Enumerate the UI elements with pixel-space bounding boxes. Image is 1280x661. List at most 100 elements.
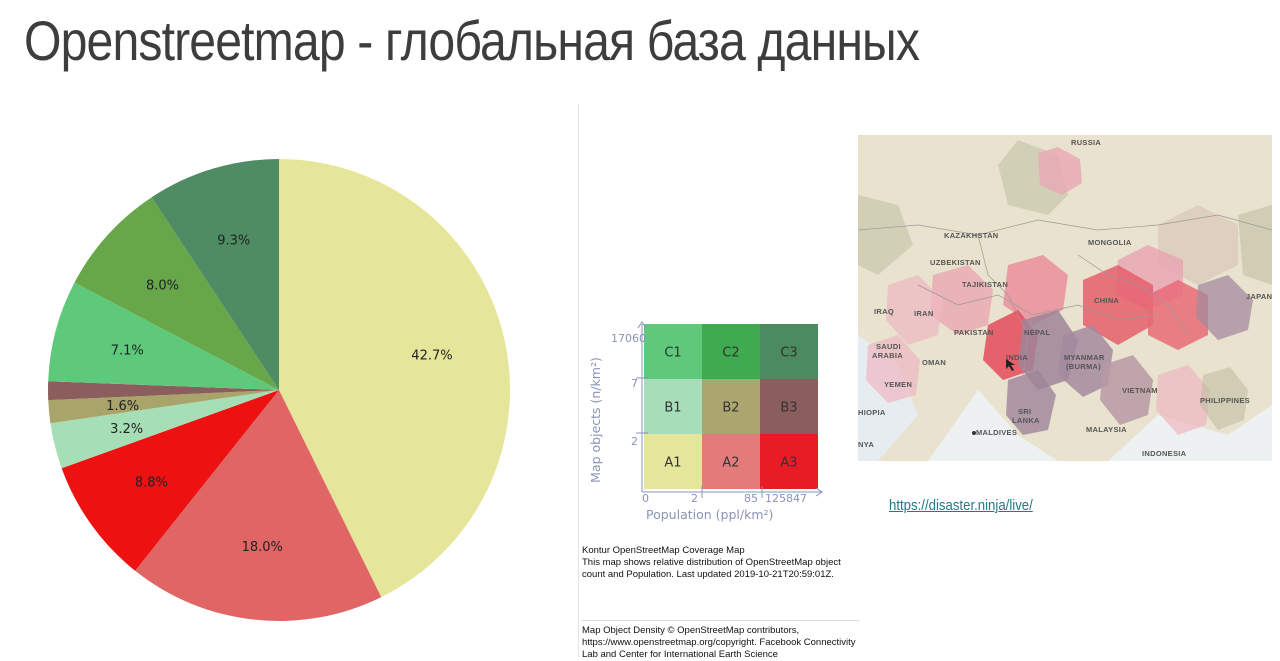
- map-label: SRI: [1018, 407, 1031, 416]
- caption-title: Kontur OpenStreetMap Coverage Map: [582, 545, 745, 556]
- map-label: NYA: [858, 440, 874, 449]
- map-label: UZBEKISTAN: [930, 258, 981, 267]
- density-cell: [1196, 275, 1253, 340]
- pie-slice: [135, 390, 382, 621]
- map-label: IRAN: [914, 309, 934, 318]
- density-cell: [1083, 265, 1153, 345]
- y-tick-label: 2: [631, 435, 638, 448]
- density-cell: [866, 335, 920, 403]
- caption-text: This map shows relative distribution of …: [582, 557, 841, 580]
- map-label: IRAQ: [874, 307, 894, 316]
- map-caption: Kontur OpenStreetMap Coverage Map This m…: [582, 545, 862, 581]
- border-line: [1077, 254, 1189, 336]
- legend-cell: [644, 434, 702, 489]
- map-label: (BURMA): [1066, 362, 1101, 371]
- legend-y-arrow: [637, 321, 647, 329]
- bivariate-legend: C1 C2 C3 B1 B2 B3 A1 A2 A3 0 2 85 125847 Populat…: [588, 321, 823, 522]
- density-cell: [1058, 325, 1113, 397]
- density-cell: [1100, 355, 1153, 425]
- legend-cell: [702, 434, 760, 489]
- legend-cell: [760, 434, 818, 489]
- legend-cell: [760, 379, 818, 434]
- map-label: MALAYSIA: [1086, 425, 1127, 434]
- density-cell: [930, 265, 993, 335]
- map-label: TAJIKISTAN: [962, 280, 1008, 289]
- sea-area: [928, 390, 1058, 461]
- border-line: [917, 284, 1159, 321]
- map-label: MYANMAR: [1064, 353, 1105, 362]
- density-cell: [1148, 280, 1208, 350]
- map-label: PHILIPPINES: [1200, 396, 1250, 405]
- density-cell: [1156, 365, 1210, 435]
- density-cell: [1238, 205, 1272, 285]
- pie-slice: [61, 390, 280, 571]
- map-label: ARABIA: [872, 351, 903, 360]
- legend-cell: [702, 379, 760, 434]
- x-tick-label: 0: [642, 492, 649, 505]
- pie-slice: [151, 159, 279, 390]
- map-credits: Map Object Density © OpenStreetMap contr…: [582, 625, 856, 660]
- legend-cell: [644, 379, 702, 434]
- pie-slice-label: 18.0%: [242, 540, 283, 555]
- pie-slice: [48, 282, 280, 390]
- divider: [578, 104, 579, 657]
- map-label: MONGOLIA: [1088, 238, 1132, 247]
- legend-cell: [760, 324, 818, 379]
- legend-cell-label: B1: [664, 401, 681, 416]
- x-axis-title: Population (ppl/km²): [646, 507, 773, 522]
- x-tick-label: 85: [744, 492, 758, 505]
- pie-slice-label: 8.8%: [135, 476, 168, 491]
- pie-slice: [48, 390, 280, 424]
- legend-cell-label: A1: [664, 456, 681, 471]
- legend-cell-label: C3: [780, 346, 797, 361]
- legend-cell-label: C1: [664, 346, 681, 361]
- x-tick-label: 2: [691, 492, 698, 505]
- map-dot: [972, 431, 976, 435]
- legend-cell: [702, 324, 760, 379]
- legend-x-arrow: [815, 487, 823, 497]
- map-label: RUSSIA: [1071, 138, 1101, 147]
- x-tick-label: 125847: [765, 492, 807, 505]
- map-label: NEPAL: [1024, 328, 1050, 337]
- y-axis-title: Map objects (n/km²): [588, 357, 603, 483]
- pie-slice-label: 42.7%: [411, 348, 452, 363]
- caption-divider: [582, 620, 860, 621]
- page-title: Openstreetmap - глобальная база данных: [24, 9, 920, 72]
- density-cell: [1038, 147, 1082, 195]
- map-label: SAUDI: [876, 342, 901, 351]
- density-cell: [1006, 370, 1056, 435]
- map-label: LANKA: [1012, 416, 1040, 425]
- legend-cell-label: A3: [780, 456, 797, 471]
- map-label: INDIA: [1006, 353, 1028, 362]
- map-label: OMAN: [922, 358, 946, 367]
- map-label: MALDIVES: [976, 428, 1017, 437]
- pie-slice: [50, 390, 280, 469]
- pie-slice-label: 3.2%: [110, 422, 143, 437]
- pie-slice-label: 9.3%: [217, 234, 250, 249]
- pie-slice-label: 7.1%: [111, 344, 144, 359]
- disaster-ninja-link[interactable]: https://disaster.ninja/live/: [889, 497, 1033, 514]
- map-label: INDONESIA: [1142, 449, 1187, 458]
- map-label: JAPAN: [1246, 292, 1272, 301]
- pie-slice-label: 1.6%: [106, 399, 139, 414]
- density-cell: [1200, 367, 1248, 430]
- pie-chart: 42.7% 18.0% 8.8% 3.2% 1.6% 7.1% 8.0% 9.3%: [48, 159, 510, 621]
- sea-area: [1108, 405, 1272, 461]
- density-cell: [886, 275, 943, 345]
- map-canvas: RUSSIA KAZAKHSTAN MONGOLIA UZBEKISTAN TA…: [858, 135, 1272, 461]
- map-label: YEMEN: [884, 380, 912, 389]
- map-label: KAZAKHSTAN: [944, 231, 999, 240]
- coverage-map[interactable]: RUSSIA KAZAKHSTAN MONGOLIA UZBEKISTAN TA…: [858, 135, 1272, 461]
- legend-cell: [644, 324, 702, 379]
- pie-slice: [48, 381, 279, 401]
- border-line: [977, 234, 1029, 376]
- legend-cell-label: A2: [722, 456, 739, 471]
- y-tick-label: 7: [631, 377, 638, 390]
- legend-cell-label: B2: [722, 401, 739, 416]
- density-cell: [858, 195, 913, 275]
- legend-cell-label: B3: [780, 401, 797, 416]
- pie-slice: [74, 197, 279, 390]
- border-line: [858, 214, 1272, 236]
- map-label: HIOPIA: [858, 408, 886, 417]
- y-tick-label: 17060: [611, 332, 646, 345]
